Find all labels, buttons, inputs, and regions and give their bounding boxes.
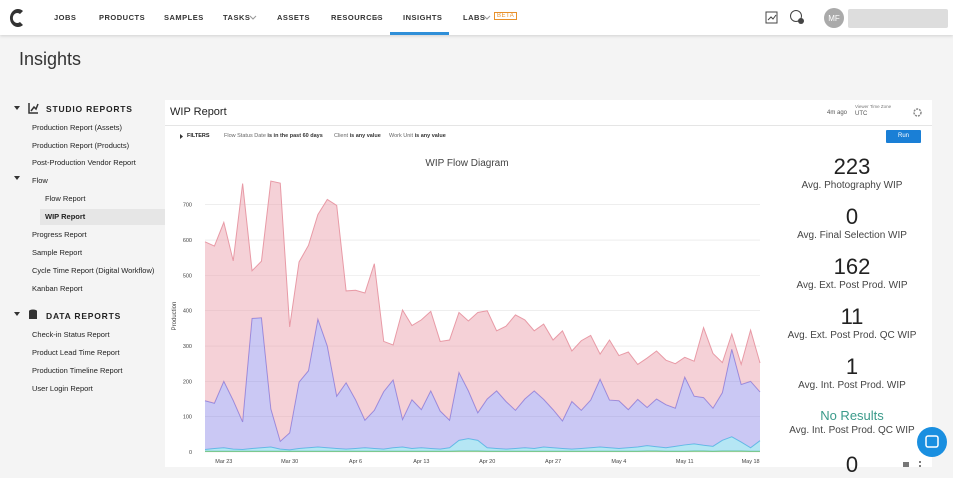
widgets <box>898 425 953 467</box>
report-title: WIP Report <box>170 106 227 118</box>
sidebar-link[interactable]: Progress Report <box>32 230 87 239</box>
filter-op: is any value <box>415 133 446 139</box>
chat-button[interactable] <box>917 427 947 457</box>
x-tick-label: May 4 <box>611 459 626 465</box>
nav-icons <box>0 0 953 35</box>
tile-value: 11 <box>772 304 932 330</box>
x-tick-label: May 18 <box>742 459 760 465</box>
sidebar-link[interactable]: Flow <box>32 176 48 185</box>
timezone[interactable]: UTC <box>855 111 867 117</box>
filter-field: Work Unit <box>389 133 413 139</box>
x-tick-label: Mar 23 <box>215 459 232 465</box>
tile-label: Avg. Ext. Post Prod. WIP <box>772 280 932 291</box>
y-axis-label: Production <box>172 302 178 331</box>
sidebar-link[interactable]: Post-Production Vendor Report <box>32 158 136 167</box>
sidebar-link[interactable]: Kanban Report <box>32 284 82 293</box>
tile-value: 1 <box>772 354 932 380</box>
divider <box>165 125 932 126</box>
section-title[interactable]: STUDIO REPORTS <box>46 104 133 114</box>
filters-toggle[interactable] <box>179 134 184 139</box>
settings-icon[interactable] <box>912 107 923 118</box>
filter-field: Flow Status Date <box>224 133 266 139</box>
page: JOBS PRODUCTS SAMPLES TASKS ASSETS RESOU… <box>0 0 953 467</box>
y-tick-label: 400 <box>183 309 192 315</box>
x-tick-label: May 11 <box>676 459 694 465</box>
x-tick-label: Mar 30 <box>281 459 298 465</box>
tile-value: 0 <box>772 204 932 230</box>
tile-label: Avg. Photography WIP <box>772 180 932 191</box>
sidebar-link[interactable]: Check-in Status Report <box>32 330 110 339</box>
tile-value: 223 <box>772 154 932 180</box>
y-tick-label: 500 <box>183 273 192 279</box>
x-tick-label: Apr 20 <box>479 459 495 465</box>
tile-label: Avg. Ext. Post Prod. QC WIP <box>772 330 932 341</box>
y-tick-label: 0 <box>189 450 192 456</box>
run-button[interactable]: Run <box>886 130 921 143</box>
filter-op: is any value <box>350 133 381 139</box>
sidebar-link[interactable]: WIP Report <box>45 212 85 221</box>
filter-op: is in the past 60 days <box>267 133 322 139</box>
tile-label: Avg. Final Selection WIP <box>772 230 932 241</box>
sidebar-link[interactable]: Production Report (Assets) <box>32 123 122 132</box>
sidebar-link[interactable]: Flow Report <box>45 194 85 203</box>
tile-value: No Results <box>772 408 932 423</box>
tile-label: Avg. Int. Post Prod. WIP <box>772 380 932 391</box>
updated: 4m ago <box>827 110 847 116</box>
sidebar-link[interactable]: Sample Report <box>32 248 82 257</box>
y-tick-label: 300 <box>183 344 192 350</box>
sidebar-link[interactable]: Cycle Time Report (Digital Workflow) <box>32 266 154 275</box>
timezone-label: Viewer Time Zone <box>855 104 891 109</box>
filter-field: Client <box>334 133 348 139</box>
y-tick-label: 600 <box>183 238 192 244</box>
sidebar-link[interactable]: Production Timeline Report <box>32 366 122 375</box>
x-tick-label: Apr 6 <box>349 459 362 465</box>
chart-title: WIP Flow Diagram <box>425 158 508 169</box>
y-tick-label: 100 <box>183 415 192 421</box>
sidebar-link[interactable]: Production Report (Products) <box>32 141 129 150</box>
x-tick-label: Apr 27 <box>545 459 561 465</box>
y-tick-label: 200 <box>183 379 192 385</box>
sidebar-link[interactable]: Product Lead Time Report <box>32 348 120 357</box>
page-title: Insights <box>19 49 81 70</box>
tile-value: 162 <box>772 254 932 280</box>
section-title[interactable]: DATA REPORTS <box>46 311 121 321</box>
filters-label[interactable]: FILTERS <box>187 133 210 139</box>
chart: WIP Flow Diagram Production 0 100 200 300 400 5… <box>165 150 765 467</box>
avatar[interactable]: MF <box>827 14 841 23</box>
y-tick-label: 700 <box>183 203 192 209</box>
sidebar-link[interactable]: User Login Report <box>32 384 93 393</box>
x-tick-label: Apr 13 <box>413 459 429 465</box>
